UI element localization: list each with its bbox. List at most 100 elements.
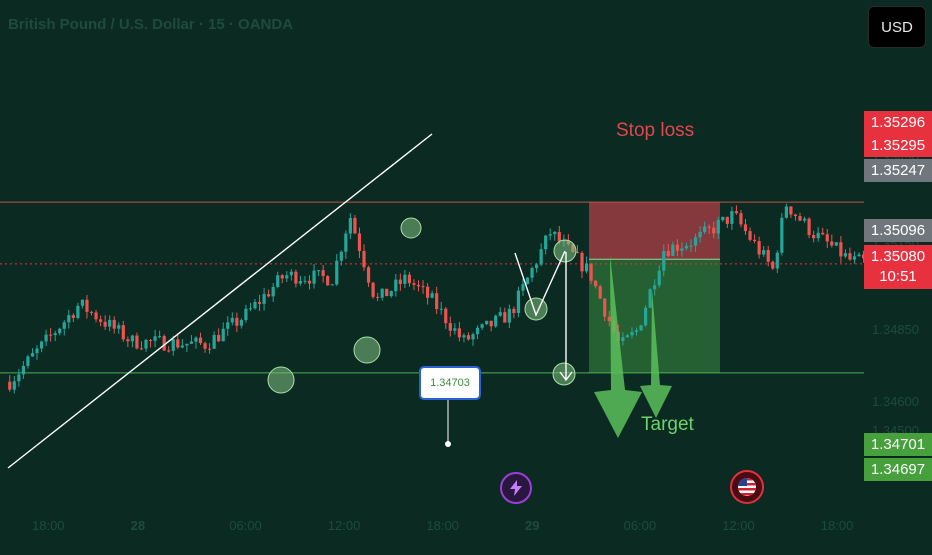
- candle: [721, 216, 725, 221]
- price-tag-target-a: 1.34701: [864, 433, 932, 456]
- candle: [584, 263, 589, 272]
- candle: [716, 220, 720, 234]
- candle: [12, 381, 16, 390]
- candle: [834, 242, 838, 246]
- pivot-marker: [267, 366, 295, 394]
- candle: [802, 218, 807, 221]
- candle: [76, 305, 80, 318]
- candle: [8, 381, 12, 390]
- candle: [158, 336, 162, 338]
- candle: [212, 335, 216, 349]
- candle: [339, 251, 343, 261]
- candle: [385, 288, 389, 297]
- candle: [689, 245, 693, 247]
- callout-anchor: [445, 441, 451, 447]
- candle: [185, 343, 189, 346]
- candle: [230, 317, 234, 323]
- candle: [539, 249, 543, 265]
- candle: [462, 335, 466, 338]
- candle: [207, 348, 212, 350]
- candle: [544, 235, 548, 250]
- candle: [439, 308, 443, 310]
- candle: [139, 348, 144, 350]
- price-tag-target-b: 1.34697: [864, 458, 932, 481]
- candle: [675, 244, 679, 251]
- price-tag-high: 1.35247: [864, 159, 932, 182]
- candle: [248, 308, 253, 310]
- candle: [503, 312, 507, 323]
- candle: [857, 254, 861, 257]
- candle: [89, 311, 94, 313]
- candle: [67, 315, 71, 323]
- candle: [312, 270, 316, 284]
- candle: [121, 325, 125, 340]
- x-tick-label: 06:00: [623, 518, 657, 533]
- lightning-icon[interactable]: [500, 472, 532, 504]
- candle: [321, 270, 325, 277]
- candle: [771, 261, 775, 269]
- candle: [294, 271, 298, 284]
- candle: [171, 339, 175, 351]
- candle: [435, 293, 439, 310]
- candle: [226, 322, 230, 329]
- candle: [53, 333, 57, 336]
- candle: [412, 283, 416, 285]
- candle: [62, 322, 66, 329]
- candle: [693, 237, 698, 246]
- candle: [366, 267, 371, 283]
- candle: [698, 231, 702, 238]
- candle: [307, 280, 312, 284]
- candle: [407, 274, 412, 284]
- currency-button[interactable]: USD: [868, 6, 926, 48]
- y-tick-label: 1.34600: [872, 393, 919, 409]
- candle: [557, 231, 561, 242]
- price-callout[interactable]: 1.34703: [419, 366, 481, 400]
- candle: [17, 374, 21, 382]
- candle: [153, 336, 157, 341]
- candle: [648, 289, 652, 308]
- candle: [394, 279, 398, 292]
- x-tick-label: 12:00: [327, 518, 361, 533]
- target-label: Target: [641, 414, 694, 435]
- candle: [743, 224, 748, 232]
- candle: [353, 218, 357, 234]
- candle: [453, 328, 457, 331]
- candle: [326, 276, 330, 286]
- candle: [516, 290, 521, 314]
- x-tick-label: 18:00: [32, 518, 65, 533]
- candle: [21, 365, 25, 375]
- candle: [643, 307, 648, 326]
- candle: [734, 211, 739, 214]
- candle: [271, 286, 275, 297]
- projection-path: [514, 250, 566, 317]
- candle: [861, 254, 866, 259]
- candle: [789, 206, 793, 215]
- candle: [357, 233, 362, 252]
- candle: [525, 277, 530, 285]
- candle: [793, 214, 798, 217]
- candle: [598, 286, 602, 299]
- candle: [444, 308, 448, 324]
- us-flag-icon[interactable]: [730, 470, 764, 504]
- arrow-head: [559, 371, 573, 382]
- current-price: 1.35080: [870, 248, 926, 265]
- candle: [144, 339, 148, 349]
- candle: [285, 275, 289, 279]
- candle: [80, 299, 85, 306]
- candle: [71, 315, 75, 318]
- candle: [425, 286, 430, 298]
- candle: [798, 216, 802, 221]
- candle: [466, 335, 471, 340]
- price-tag-stop-b: 1.35295: [864, 134, 932, 157]
- candle: [421, 286, 425, 288]
- candle: [712, 227, 716, 234]
- candle: [26, 356, 30, 366]
- candle: [176, 339, 180, 348]
- candle: [85, 299, 89, 312]
- candle: [739, 213, 743, 225]
- candle: [825, 234, 829, 242]
- candle: [548, 234, 552, 236]
- trendline: [7, 133, 433, 469]
- candle: [194, 337, 198, 342]
